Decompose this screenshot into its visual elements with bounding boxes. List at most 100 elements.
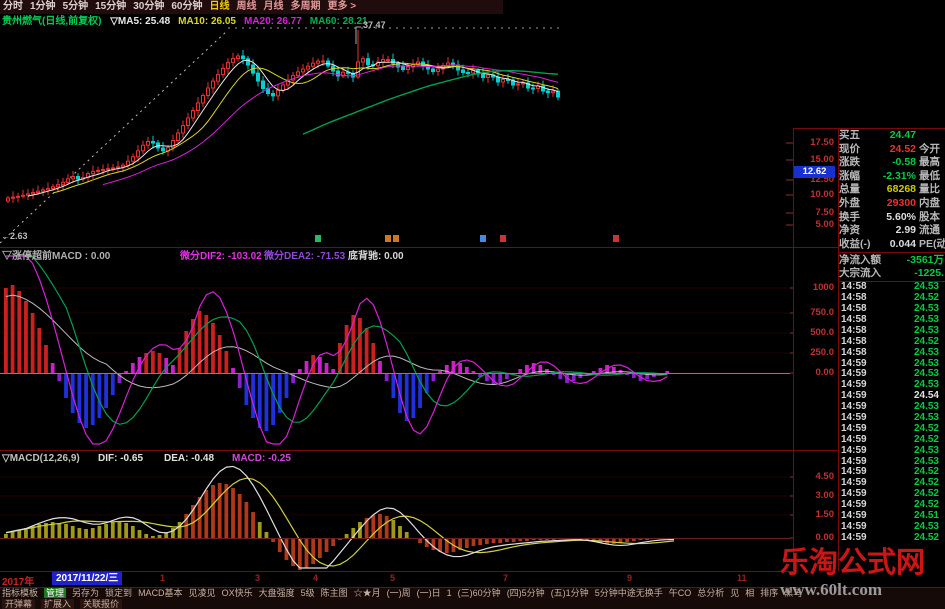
month-marker: 5 [390, 573, 396, 583]
low-price-label: ←2.63 [1, 231, 28, 241]
flow-row: 净流入额 -3561万 [839, 254, 945, 267]
toolbar-item-13[interactable]: (一)日 [416, 588, 441, 598]
axis-date-box[interactable]: 2017/11/22/三 [52, 572, 123, 585]
tick-row: 14:58 24.53 [839, 314, 945, 326]
toolbar-item-20[interactable]: 总分析 [697, 588, 725, 598]
timeframe-item-9[interactable]: 月线 [263, 1, 284, 12]
toolbar-item-2[interactable]: 管理 [44, 588, 67, 598]
quote-row: 净资 2.99 流通 [839, 224, 945, 238]
toolbar2-item-1[interactable]: 开弹幕 [2, 599, 36, 609]
quote-value: 24.52 [889, 142, 916, 155]
quote-label: 换手 [839, 210, 860, 223]
timeframe-item-6[interactable]: 60分钟 [171, 1, 203, 12]
watermark: 乐淘公式网 www.60lt.com [780, 546, 945, 600]
flow-label: 净流入额 [839, 254, 881, 267]
timeframe-item-1[interactable]: 分时 [3, 1, 23, 12]
toolbar-item-6[interactable]: 见凌见 [188, 588, 216, 598]
timeframe-item-8[interactable]: 周线 [236, 1, 257, 12]
timeframe-item-3[interactable]: 5分钟 [62, 1, 89, 12]
panel2-stat-2: DEA: -0.48 [164, 453, 215, 464]
tick-time: 14:59 [841, 444, 867, 456]
tick-row: 14:59 24.53 [839, 369, 945, 380]
ma-values: ▽MA5: 25.48 MA10: 26.05 MA20: 26.77 MA60: 2… [110, 16, 375, 27]
quote-label: 买五 [839, 129, 860, 141]
timeframe-item-10[interactable]: 多周期 [290, 1, 321, 12]
panel1-stat-1: 微分DIF2: -103.02 [180, 251, 262, 262]
tick-price: 24.52 [913, 335, 939, 347]
tick-row: 14:58 24.53 [839, 281, 945, 293]
timeframe-item-2[interactable]: 1分钟 [30, 1, 56, 12]
panel-gridlines [0, 287, 790, 539]
ma-lines [27, 59, 559, 197]
toolbar-item-19[interactable]: 午CO [668, 588, 692, 598]
toolbar-item-24[interactable]: 黑马 [784, 588, 803, 598]
quote-value: -2.31% [882, 169, 916, 182]
toolbar2-item-2[interactable]: 扩展入 [41, 599, 75, 609]
toolbar-item-15[interactable]: (三)60分钟 [457, 588, 501, 598]
tick-time: 14:59 [841, 466, 867, 478]
toolbar-item-5[interactable]: MACD基本 [138, 588, 183, 598]
timeframe-item-5[interactable]: 30分钟 [133, 1, 165, 12]
tick-row: 14:59 24.52 [839, 423, 945, 435]
tick-row: 14:59 24.52 [839, 477, 945, 489]
toolbar-item-17[interactable]: (五)1分钟 [550, 588, 589, 598]
axis-label: 4.50 [815, 471, 835, 482]
quote-label-2: 内盘 [919, 196, 940, 209]
tick-time: 14:59 [841, 357, 867, 369]
quote-row: 换手 5.60% 股本 [839, 211, 945, 225]
tick-price: 24.52 [913, 488, 939, 500]
tick-price: 24.53 [913, 314, 939, 326]
tick-row: 14:59 24.53 [839, 379, 945, 391]
tick-row: 14:59 24.53 [839, 412, 945, 424]
toolbar-item-22[interactable]: 相 [745, 588, 755, 598]
tick-time: 14:59 [841, 455, 867, 467]
quote-sidebar: 买五 24.47 现价 24.52 今开 涨跌 -0.58 最高 涨幅 -2.31% 最低 总量 682… [839, 129, 945, 609]
tick-time: 14:59 [841, 401, 867, 413]
panel2-title: ▽MACD(12,26,9) [2, 453, 80, 464]
toolbar-item-8[interactable]: 大盘强度 [258, 588, 295, 598]
axis-label: 1.50 [815, 509, 835, 520]
tick-time: 14:58 [841, 303, 867, 315]
tick-list[interactable]: 14:58 24.53 14:58 24.52 14:58 24.53 14:58 24.53… [839, 281, 945, 544]
toolbar-item-16[interactable]: (四)5分钟 [506, 588, 545, 598]
toolbar2-item-3[interactable]: 关联报价 [80, 599, 123, 609]
timeframe-item-7[interactable]: 日线 [209, 1, 230, 12]
toolbar-item-11[interactable]: ☆★月 [353, 588, 381, 598]
month-marker: 11 [737, 573, 747, 583]
axis-label: 750.0 [810, 307, 834, 318]
toolbar-item-21[interactable]: 见 [730, 588, 740, 598]
toolbar-item-7[interactable]: OX快乐 [221, 588, 253, 598]
toolbar-item-14[interactable]: 1 [446, 588, 452, 598]
tick-row: 14:58 24.52 [839, 292, 945, 304]
tick-row: 14:59 24.53 [839, 444, 945, 457]
quote-row: 买五 24.47 [839, 129, 945, 143]
timeframe-item-11[interactable]: 更多 > [327, 1, 357, 12]
tick-time: 14:59 [841, 499, 867, 511]
tick-price: 24.52 [913, 477, 939, 489]
toolbar-item-10[interactable]: 陈主图 [320, 588, 348, 598]
tick-row: 14:59 24.51 [839, 510, 945, 522]
quote-label: 收益(-) [839, 237, 871, 250]
toolbar-row-1: 指标模板 管理 另存为 锁定到 MACD基本 见凌见 OX快乐 大盘强度 5级 陈主图 ☆★月 (一)… [0, 588, 945, 599]
toolbar-item-23[interactable]: 排序 [760, 588, 779, 598]
timeframe-item-4[interactable]: 15分钟 [95, 1, 127, 12]
panel2-stat-1: DIF: -0.65 [98, 453, 144, 464]
tick-price: 24.53 [913, 412, 939, 424]
quote-label: 现价 [839, 142, 860, 155]
quote-value: 24.47 [889, 129, 916, 141]
tick-time: 14:58 [841, 292, 867, 304]
quote-value: 29300 [886, 196, 916, 209]
tick-price: 24.53 [913, 455, 939, 467]
toolbar-item-4[interactable]: 锁定到 [105, 588, 133, 598]
axis-label: 12.50 [810, 174, 834, 185]
toolbar-item-1[interactable]: 指标模板 [2, 588, 39, 598]
toolbar-item-3[interactable]: 另存为 [72, 588, 100, 598]
toolbar-item-12[interactable]: (一)周 [386, 588, 411, 598]
tick-row: 14:59 24.52 [839, 532, 945, 544]
indicator-lines [0, 255, 790, 445]
toolbar-item-18[interactable]: 5分钟中途无换手 [594, 588, 663, 598]
toolbar-item-9[interactable]: 5级 [300, 588, 315, 598]
tick-row: 14:58 24.53 [839, 303, 945, 315]
axis-label: 10.00 [810, 189, 834, 200]
